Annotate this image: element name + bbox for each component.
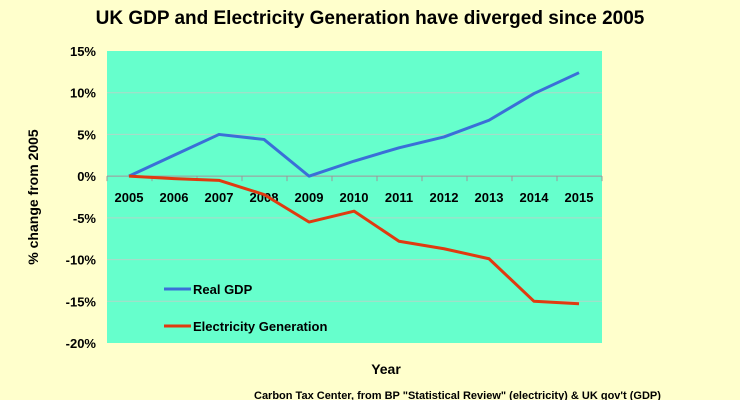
x-tick-label: 2012 <box>430 190 459 205</box>
y-tick-label: 15% <box>70 44 96 59</box>
legend-label: Real GDP <box>193 282 253 297</box>
chart-title: UK GDP and Electricity Generation have d… <box>96 8 645 29</box>
y-tick-label: -5% <box>73 211 97 226</box>
x-tick-label: 2015 <box>565 190 594 205</box>
y-tick-label: -15% <box>66 294 97 309</box>
x-tick-label: 2010 <box>340 190 369 205</box>
x-tick-label: 2006 <box>160 190 189 205</box>
x-tick-label: 2011 <box>385 190 413 205</box>
source-note: Carbon Tax Center, from BP "Statistical … <box>254 390 661 400</box>
x-axis-label: Year <box>371 361 401 377</box>
x-tick-label: 2005 <box>115 190 144 205</box>
legend-label: Electricity Generation <box>193 319 327 334</box>
y-tick-label: 0% <box>77 169 96 184</box>
y-tick-label: -10% <box>66 253 97 268</box>
y-axis-label: % change from 2005 <box>25 129 41 265</box>
plot-area <box>107 51 602 343</box>
x-tick-label: 2008 <box>250 190 279 205</box>
y-tick-label: -20% <box>66 336 97 351</box>
y-tick-label: 10% <box>70 86 96 101</box>
x-tick-label: 2014 <box>520 190 550 205</box>
x-tick-label: 2013 <box>475 190 504 205</box>
x-tick-label: 2009 <box>295 190 324 205</box>
x-tick-label: 2007 <box>205 190 234 205</box>
y-tick-label: 5% <box>77 127 96 142</box>
